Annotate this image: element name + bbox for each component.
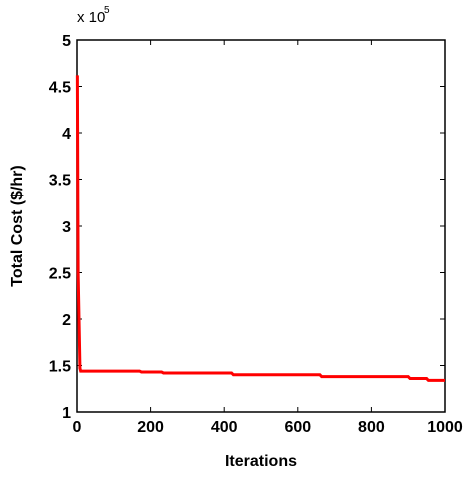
y-tick-label: 2.5: [49, 266, 71, 283]
y-tick-label: 4.5: [49, 80, 71, 97]
x-axis-label: Iterations: [225, 453, 297, 470]
x-tick-label: 1000: [427, 419, 463, 436]
y-tick-label: 5: [62, 33, 71, 50]
x-tick-label: 600: [284, 419, 311, 436]
plot-frame: [76, 39, 446, 413]
y-tick-label: 1.5: [49, 359, 71, 376]
y-tick-label: 3.5: [49, 173, 71, 190]
y-tick-label: 1: [62, 405, 71, 422]
y-tick-label: 4: [62, 126, 71, 143]
x-tick-label: 400: [211, 419, 238, 436]
data-line: [75, 75, 445, 382]
y-axis-label: Total Cost ($/hr): [9, 165, 26, 286]
x-tick-label: 200: [137, 419, 164, 436]
x-tick-label: 800: [358, 419, 385, 436]
y-tick-label: 2: [62, 312, 71, 329]
x-tick-label: 0: [73, 419, 82, 436]
y-multiplier: x 10: [77, 9, 105, 26]
y-multiplier-exponent: 5: [104, 5, 110, 16]
y-tick-label: 3: [62, 219, 71, 236]
